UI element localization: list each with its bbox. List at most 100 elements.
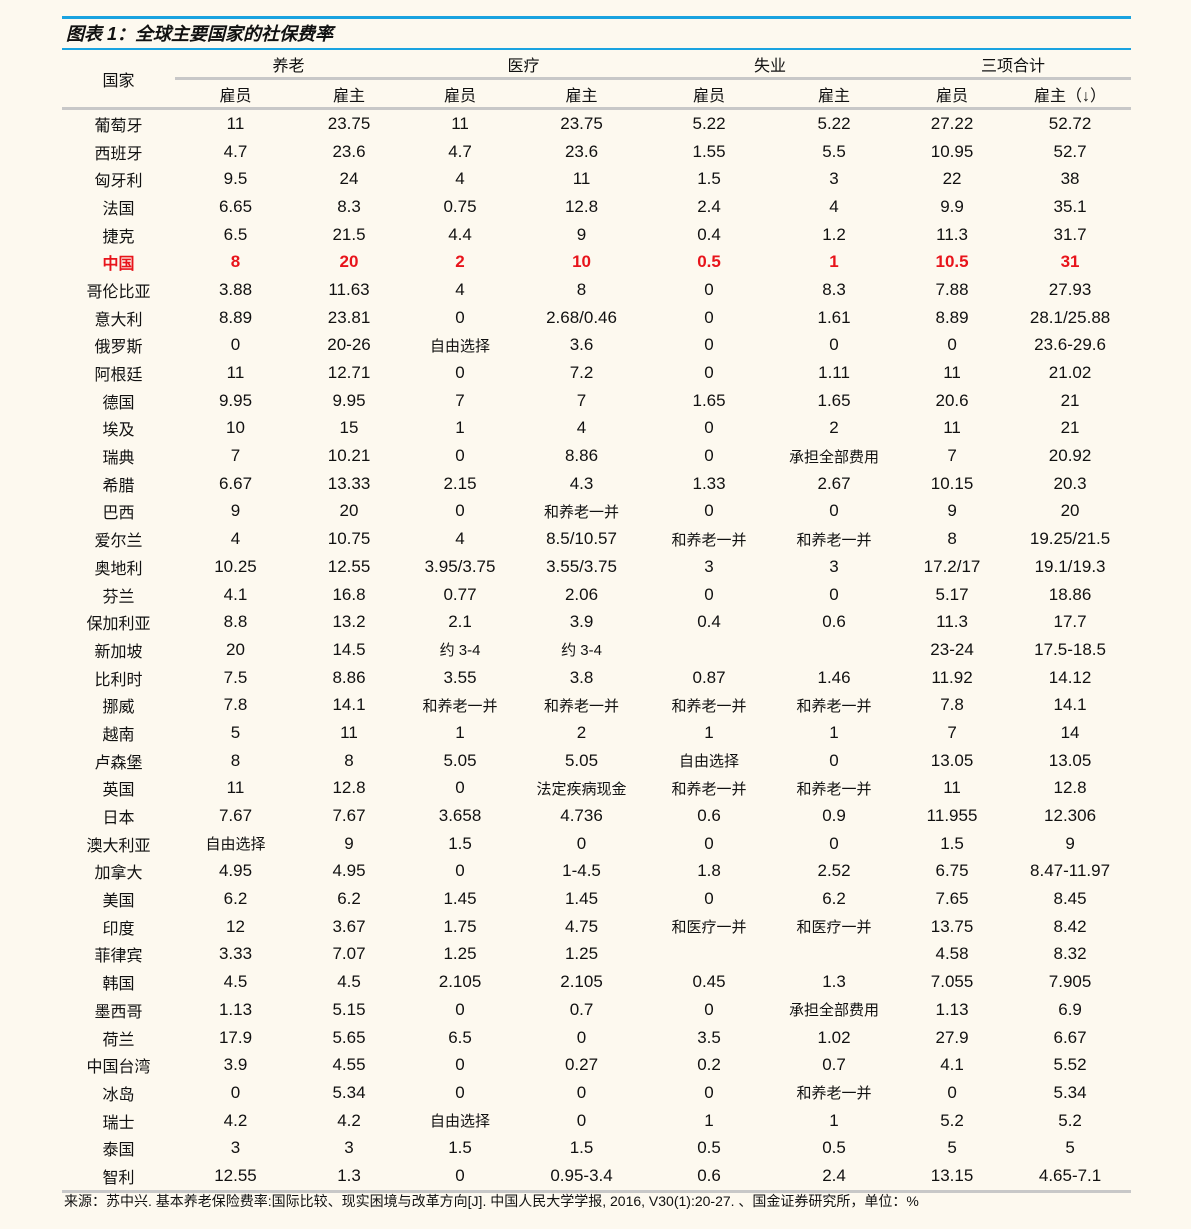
rate-cell: 和医疗一并: [671, 919, 747, 937]
table-row: 巴西 9 20 0 和养老一并 0 0 9 20: [62, 498, 1131, 526]
country-cell: 中国: [102, 256, 135, 274]
country-cell: 墨西哥: [94, 1003, 143, 1021]
rate-cell: 0: [402, 1162, 519, 1193]
rate-cell: 0: [947, 335, 957, 355]
rate-cell: 17.9: [218, 1027, 253, 1047]
rate-cell: 11.955: [926, 806, 978, 826]
table-row: 英国 11 12.8 0 法定疾病现金 和养老一并 和养老一并 11 12.8: [62, 775, 1131, 803]
country-cell: 智利: [62, 1162, 175, 1193]
rate-cell: 1.61: [817, 307, 851, 327]
rate-cell: 0.87: [692, 667, 726, 687]
rate-cell: 9.9: [940, 196, 964, 216]
header-sub-2: 雇员: [402, 77, 519, 110]
rate-cell: 1.3: [822, 972, 846, 992]
rate-cell: 1.5: [697, 169, 721, 189]
rate-cell: 1: [829, 722, 839, 742]
rate-cell: 20: [339, 501, 359, 521]
rate-cell: 0: [829, 501, 839, 521]
table-row: 新加坡 20 14.5 约 3-4 约 3-4 23-24 17.5-18.5: [62, 636, 1131, 664]
rate-cell: 52.72: [1048, 113, 1092, 133]
rate-cell: 0: [704, 307, 714, 327]
rate-cell: 7: [576, 390, 587, 410]
table-row: 日本 7.67 7.67 3.658 4.736 0.6 0.9 11.955 12.306: [62, 802, 1131, 830]
rate-cell: 0: [704, 999, 714, 1019]
rate-cell: 5.22: [817, 113, 851, 133]
rate-cell: 3.9: [223, 1055, 248, 1075]
table-row: 瑞士 4.2 4.2 自由选择 0 1 1 5.2 5.2: [62, 1107, 1131, 1135]
rate-cell: 1.45: [564, 889, 599, 909]
rate-cell: 16.8: [332, 584, 366, 604]
rate-cell: 6.65: [218, 196, 253, 216]
header-sub-1: 雇主: [296, 77, 403, 110]
rate-cell: 1.65: [817, 390, 851, 410]
rate-cell: 14.1: [332, 695, 366, 715]
table-top-rule: [62, 48, 1131, 50]
rate-cell: 21: [1060, 390, 1080, 410]
rate-cell: 0: [704, 363, 714, 383]
rate-cell: 24: [339, 169, 359, 189]
rate-cell: 0: [704, 584, 714, 604]
rate-cell: 0.6: [822, 612, 846, 632]
rate-cell: 约 3-4: [561, 642, 602, 660]
rate-cell: 23.6: [332, 141, 366, 161]
header-sub-5: 雇主: [773, 77, 896, 110]
rate-cell: 1.13: [935, 999, 969, 1019]
table-row: 哥伦比亚 3.88 11.63 4 8 0 8.3 7.88 27.93: [62, 276, 1131, 304]
rate-cell: 和养老一并: [422, 697, 498, 715]
rate-cell: 11: [572, 169, 591, 189]
country-cell: 印度: [102, 920, 135, 938]
rate-cell: 11: [226, 113, 245, 133]
rate-cell: 0.5: [822, 1138, 846, 1158]
rate-cell: 8.45: [1053, 889, 1087, 909]
rate-cell: 2.06: [564, 584, 599, 604]
table-row: 印度 12 3.67 1.75 4.75 和医疗一并 和医疗一并 13.75 8.42: [62, 913, 1131, 941]
rate-cell: 14: [1060, 722, 1080, 742]
rate-cell: 11: [226, 363, 245, 383]
rate-cell: 0.27: [564, 1055, 599, 1075]
rate-cell: 0.4: [697, 224, 721, 244]
country-cell: 爱尔兰: [94, 533, 143, 551]
table-row: 芬兰 4.1 16.8 0.77 2.06 0 0 5.17 18.86: [62, 581, 1131, 609]
country-cell: 德国: [102, 394, 135, 412]
country-cell: 美国: [102, 893, 135, 911]
rate-cell: 1.02: [817, 1027, 851, 1047]
rate-cell: 0: [704, 335, 714, 355]
rate-cell: [773, 636, 895, 664]
rate-cell: 12.306: [1044, 806, 1097, 826]
table-row: 埃及 10 15 1 4 0 2 11 21: [62, 415, 1131, 443]
table-row: 意大利 8.89 23.81 0 2.68/0.46 0 1.61 8.89 28.1/25.8…: [62, 304, 1131, 332]
table-row: 越南 5 11 1 2 1 1 7 14: [62, 719, 1131, 747]
rate-cell: 11: [226, 778, 245, 798]
rate-cell: 自由选择: [430, 1113, 491, 1131]
rate-cell: 8.47-11.97: [1030, 861, 1111, 881]
rate-cell: 27.93: [1048, 279, 1092, 299]
rate-cell: 4.58: [935, 944, 969, 964]
rate-cell: 31: [1060, 252, 1080, 272]
rate-cell: 8.89: [935, 307, 969, 327]
country-cell: 希腊: [102, 477, 135, 495]
rate-cell: 2: [829, 418, 839, 438]
rate-cell: 2.15: [443, 473, 477, 493]
rate-cell: 0: [829, 335, 839, 355]
rate-cell: 6.75: [935, 861, 969, 881]
rate-cell: 2: [455, 252, 465, 272]
rate-cell: 5.05: [564, 750, 599, 770]
rate-cell: 4.4: [448, 224, 472, 244]
rate-cell: 13.05: [930, 750, 974, 770]
rate-cell: 5.52: [1053, 1055, 1087, 1075]
rate-cell: 和养老一并: [671, 531, 747, 549]
rate-cell: 17.2/17: [923, 556, 981, 576]
rate-cell: 4: [829, 196, 839, 216]
rate-cell: 1.45: [443, 889, 477, 909]
rate-cell: 5.15: [332, 999, 366, 1019]
rate-cell: 和养老一并: [671, 697, 747, 715]
rate-cell: 3.88: [218, 279, 253, 299]
rate-cell: 8.86: [564, 446, 599, 466]
rate-cell: 7: [230, 446, 241, 466]
table-row: 德国 9.95 9.95 7 7 1.65 1.65 20.6 21: [62, 387, 1131, 415]
rate-cell: 5.05: [443, 750, 477, 770]
rate-cell: 8.5/10.57: [546, 529, 617, 549]
rate-cell: 4: [455, 169, 465, 189]
rate-cell: 11: [943, 418, 961, 438]
rate-cell: 18.86: [1048, 584, 1092, 604]
